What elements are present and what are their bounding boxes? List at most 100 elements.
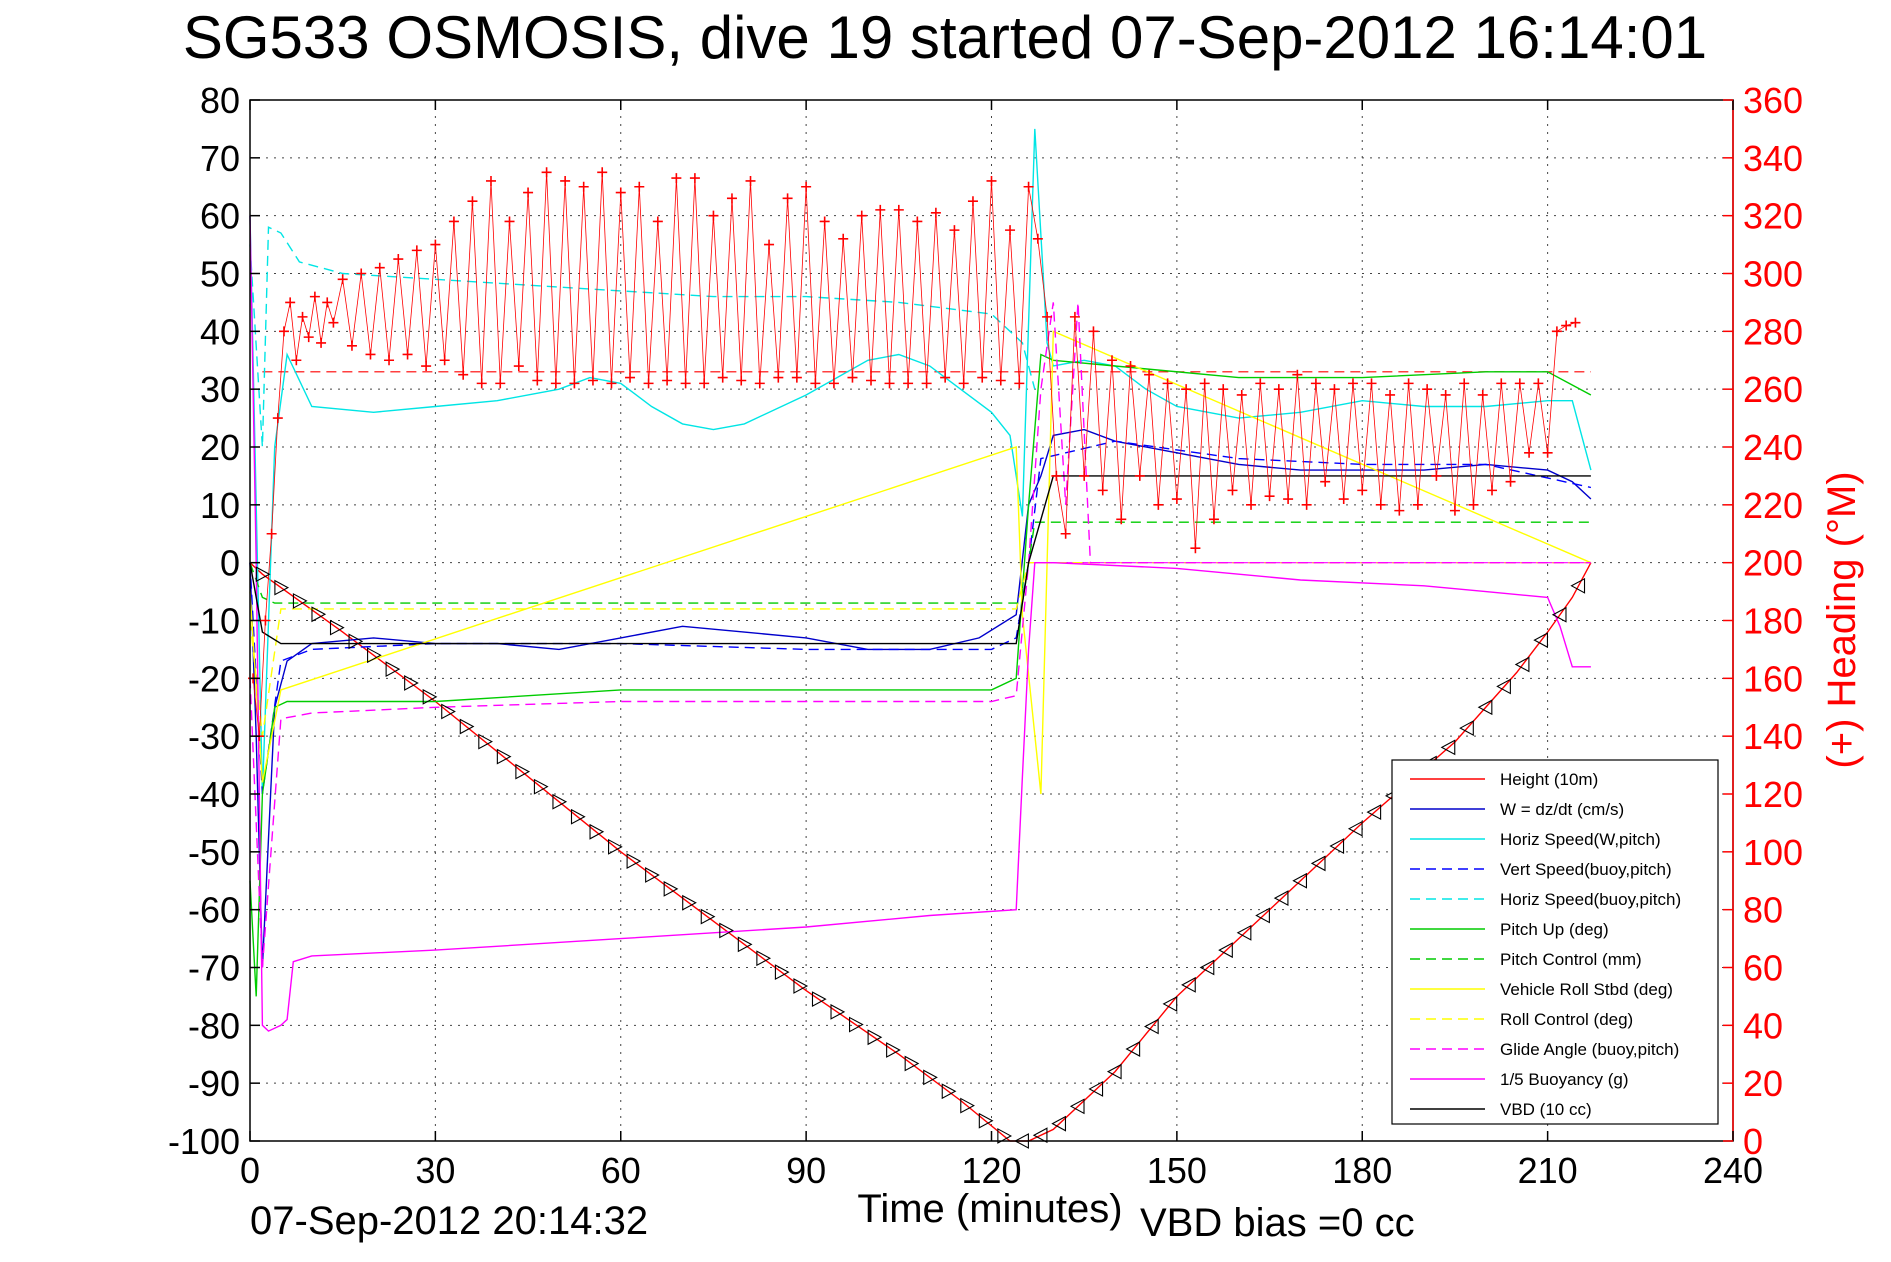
height-triangle-marker [1162, 996, 1178, 1012]
heading-marker [1097, 485, 1108, 496]
y-tick-label: 40 [200, 311, 240, 352]
height-triangle-marker [348, 633, 364, 650]
height-triangle-marker [515, 763, 531, 780]
heading-marker [303, 332, 314, 343]
heading-marker [977, 372, 988, 383]
y-right-tick-label: 120 [1743, 774, 1803, 815]
y-right-tick-label: 360 [1743, 80, 1803, 121]
legend: Height (10m) W = dz/dt (cm/s) Horiz Speed(… [1391, 759, 1719, 1125]
height-triangle-marker [1199, 959, 1215, 976]
y-right-tick-label: 280 [1743, 311, 1803, 352]
heading-marker [689, 173, 700, 184]
heading-marker [1199, 378, 1210, 389]
height-triangle-marker [774, 964, 790, 981]
y-tick-label: -70 [188, 948, 240, 989]
height-triangle-marker [422, 688, 438, 705]
heading-marker [439, 355, 450, 366]
heading-marker [912, 216, 923, 227]
heading-marker [1505, 476, 1516, 487]
heading-marker [597, 167, 608, 178]
height-triangle-marker [1236, 924, 1252, 941]
heading-marker [625, 372, 636, 383]
heading-marker [634, 181, 645, 192]
heading-marker [1468, 499, 1479, 510]
heading-marker [1005, 225, 1016, 236]
heading-markers [248, 167, 1581, 742]
heading-marker [930, 207, 941, 218]
height-triangle-marker [1069, 1098, 1085, 1115]
height-triangle-marker [719, 922, 734, 939]
height-triangle-marker [1218, 942, 1233, 959]
y-tick-label: -40 [188, 774, 240, 815]
heading-marker [1246, 499, 1257, 510]
height-triangle-marker [1292, 872, 1308, 889]
y-right-tick-label: 80 [1743, 890, 1783, 931]
y-tick-label: -60 [188, 890, 240, 931]
x-tick-label: 90 [786, 1150, 826, 1191]
heading-marker [1477, 389, 1488, 400]
heading-marker [476, 378, 487, 389]
x-tick-label: 120 [961, 1150, 1021, 1191]
heading-marker [782, 193, 793, 204]
heading-marker [606, 378, 617, 389]
heading-marker [1190, 543, 1201, 554]
heading-marker [260, 615, 271, 626]
legend-label: Horiz Speed(buoy,pitch) [1500, 890, 1681, 909]
height-triangle-marker [1255, 907, 1270, 924]
height-triangle-marker [1533, 632, 1548, 649]
height-triangle-marker [1496, 678, 1511, 695]
heading-marker [847, 372, 858, 383]
height-triangle-marker [404, 675, 419, 691]
heading-marker [1449, 505, 1460, 516]
series-line [249, 353, 1592, 997]
heading-marker [550, 378, 561, 389]
height-triangle-marker [997, 1128, 1013, 1144]
heading-marker [1412, 499, 1423, 510]
heading-marker [995, 375, 1006, 386]
heading-marker [958, 378, 969, 389]
heading-marker [1459, 378, 1470, 389]
heading-marker [1514, 378, 1525, 389]
height-triangle-marker [1181, 976, 1196, 993]
heading-marker [1051, 470, 1062, 481]
heading-marker [680, 378, 691, 389]
heading-marker [356, 268, 367, 279]
legend-label: Glide Angle (buoy,pitch) [1500, 1040, 1679, 1059]
heading-marker [1264, 491, 1275, 502]
heading-marker [1060, 528, 1071, 539]
heading-marker [384, 355, 395, 366]
height-triangle-marker [737, 936, 753, 953]
heading-marker [1116, 514, 1127, 525]
heading-marker [745, 175, 756, 186]
heading-marker [448, 216, 459, 227]
heading-marker [1487, 485, 1498, 496]
heading-marker [1153, 499, 1164, 510]
heading-marker [541, 167, 552, 178]
y-right-tick-label: 160 [1743, 658, 1803, 699]
series-line [249, 330, 1592, 795]
legend-label: 1/5 Buoyancy (g) [1500, 1070, 1629, 1089]
heading-trace [252, 172, 1576, 737]
heading-marker [1551, 326, 1562, 337]
y-right-tick-label: 240 [1743, 427, 1803, 468]
height-triangle-marker [886, 1042, 901, 1058]
heading-marker [1403, 378, 1414, 389]
height-triangle-marker [941, 1083, 957, 1100]
height-triangle-marker [459, 718, 475, 735]
height-triangle-marker [274, 579, 290, 596]
legend-label: Vehicle Roll Stbd (deg) [1500, 980, 1673, 999]
right-axis-label: (+) Heading (°M) [1820, 471, 1864, 768]
heading-marker [754, 378, 765, 389]
heading-marker [1338, 494, 1349, 505]
heading-marker [1273, 384, 1284, 395]
x-tick-label: 180 [1332, 1150, 1392, 1191]
heading-marker [986, 175, 997, 186]
footer-vbd-bias: VBD bias =0 cc [1140, 1201, 1415, 1245]
y-tick-label: -90 [188, 1063, 240, 1104]
heading-marker [365, 349, 376, 360]
heading-marker [337, 274, 348, 285]
grid-lines [250, 100, 1733, 1141]
y-axis-ticks: 80 70 60 50 40 30 20 10 0 -10 -20 -30 -40 -50 -60 -70 -8… [168, 80, 260, 1162]
y-tick-label: 0 [220, 543, 240, 584]
